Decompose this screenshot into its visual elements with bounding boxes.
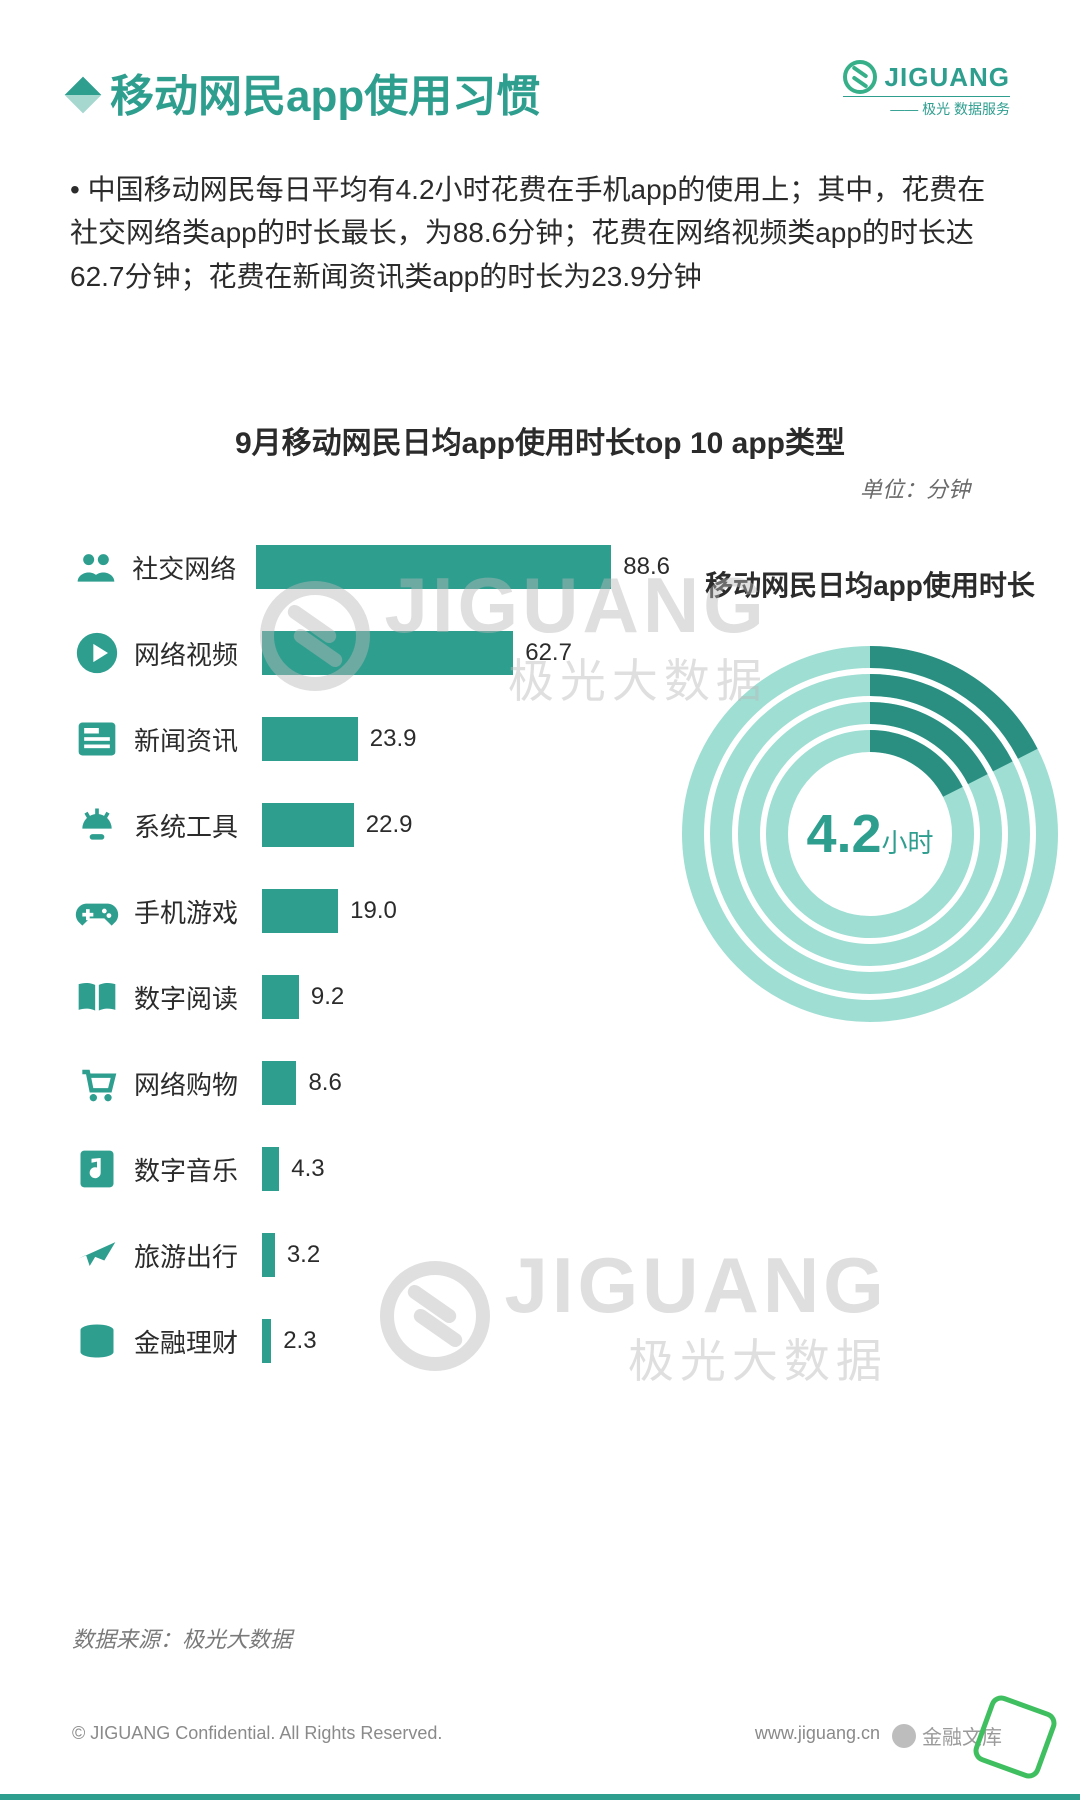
- bar-rect: [262, 1147, 279, 1191]
- bar-rect: [262, 975, 299, 1019]
- wechat-icon: [892, 1724, 916, 1748]
- shopping-icon: [70, 1056, 124, 1110]
- bar-rect: [262, 803, 354, 847]
- bar-rect: [256, 545, 611, 589]
- bar-row: 网络视频 62.7: [70, 610, 670, 696]
- donut-center: 4.2小时: [806, 803, 933, 865]
- bar-rect: [262, 631, 513, 675]
- title-row: 移动网民app使用习惯: [70, 60, 540, 124]
- bar-label: 金融理财: [134, 1323, 262, 1360]
- bar-chart-unit: 单位：分钟: [70, 472, 970, 504]
- bar-row: 旅游出行 3.2: [70, 1212, 670, 1298]
- bar-rect: [262, 717, 358, 761]
- bar-label: 网络视频: [134, 635, 262, 672]
- music-icon: [70, 1142, 124, 1196]
- bar-rect: [262, 1319, 271, 1363]
- bar-value: 8.6: [308, 1069, 341, 1097]
- description-text: 中国移动网民每日平均有4.2小时花费在手机app的使用上；其中，花费在社交网络类…: [70, 168, 1010, 298]
- bar-rect: [262, 1061, 296, 1105]
- video-icon: [70, 626, 124, 680]
- bar-row: 网络购物 8.6: [70, 1040, 670, 1126]
- donut-value: 4.2: [806, 804, 881, 864]
- donut-unit: 小时: [882, 828, 934, 858]
- brand-block: JIGUANG —— 极光 数据服务: [843, 60, 1010, 119]
- bar-row: 手机游戏 19.0: [70, 868, 670, 954]
- slide-page: 移动网民app使用习惯 JIGUANG —— 极光 数据服务 中国移动网民每日平…: [0, 0, 1080, 1800]
- bar-label: 网络购物: [134, 1065, 262, 1102]
- bar-track: 8.6: [262, 1061, 342, 1105]
- bar-rect: [262, 889, 338, 933]
- bar-value: 4.3: [291, 1155, 324, 1183]
- bar-label: 手机游戏: [134, 893, 262, 930]
- bar-rect: [262, 1233, 275, 1277]
- bar-track: 62.7: [262, 631, 572, 675]
- title-diamond-icon: [65, 77, 102, 114]
- footer-url: www.jiguang.cn: [755, 1723, 880, 1744]
- bar-track: 4.3: [262, 1147, 325, 1191]
- bar-value: 22.9: [366, 811, 413, 839]
- header: 移动网民app使用习惯 JIGUANG —— 极光 数据服务: [70, 60, 1010, 124]
- bar-label: 旅游出行: [134, 1237, 262, 1274]
- bar-track: 88.6: [256, 545, 670, 589]
- social-icon: [70, 540, 122, 594]
- donut-column: 移动网民日均app使用时长 4.2小时: [670, 524, 1060, 1384]
- bar-value: 2.3: [283, 1327, 316, 1355]
- data-source: 数据来源：极光大数据: [72, 1622, 292, 1654]
- bar-row: 数字音乐 4.3: [70, 1126, 670, 1212]
- travel-icon: [70, 1228, 124, 1282]
- bar-label: 数字阅读: [134, 979, 262, 1016]
- bar-track: 22.9: [262, 803, 412, 847]
- bar-track: 2.3: [262, 1319, 317, 1363]
- bar-value: 3.2: [287, 1241, 320, 1269]
- bar-label: 系统工具: [134, 807, 262, 844]
- bar-track: 23.9: [262, 717, 416, 761]
- bar-row: 社交网络 88.6: [70, 524, 670, 610]
- bar-value: 88.6: [623, 553, 670, 581]
- bar-label: 社交网络: [132, 549, 256, 586]
- bar-track: 19.0: [262, 889, 397, 933]
- bar-value: 62.7: [525, 639, 572, 667]
- bar-row: 数字阅读 9.2: [70, 954, 670, 1040]
- tools-icon: [70, 798, 124, 852]
- bar-track: 3.2: [262, 1233, 320, 1277]
- bar-label: 数字音乐: [134, 1151, 262, 1188]
- brand-logo-icon: [843, 60, 877, 94]
- brand-name: JIGUANG: [885, 62, 1010, 93]
- news-icon: [70, 712, 124, 766]
- bar-chart: 社交网络 88.6 网络视频 62.7 新闻资讯 23.9 系统工具 22.9 手机游戏 19.0…: [70, 524, 670, 1384]
- bar-value: 9.2: [311, 983, 344, 1011]
- chart-area: 社交网络 88.6 网络视频 62.7 新闻资讯 23.9 系统工具 22.9 手机游戏 19.0…: [70, 524, 1010, 1384]
- page-title: 移动网民app使用习惯: [110, 60, 540, 124]
- finance-icon: [70, 1314, 124, 1368]
- game-icon: [70, 884, 124, 938]
- bar-value: 23.9: [370, 725, 417, 753]
- brand-subtitle: —— 极光 数据服务: [843, 96, 1010, 119]
- donut-title: 移动网民日均app使用时长: [705, 564, 1035, 604]
- bar-row: 系统工具 22.9: [70, 782, 670, 868]
- bar-chart-title: 9月移动网民日均app使用时长top 10 app类型: [70, 418, 1010, 462]
- reading-icon: [70, 970, 124, 1024]
- donut-chart: 4.2小时: [680, 644, 1060, 1024]
- bar-row: 金融理财 2.3: [70, 1298, 670, 1384]
- footer-badge-icon: [970, 1692, 1060, 1782]
- bar-value: 19.0: [350, 897, 397, 925]
- bar-row: 新闻资讯 23.9: [70, 696, 670, 782]
- copyright: © JIGUANG Confidential. All Rights Reser…: [72, 1723, 442, 1744]
- bar-track: 9.2: [262, 975, 344, 1019]
- bar-label: 新闻资讯: [134, 721, 262, 758]
